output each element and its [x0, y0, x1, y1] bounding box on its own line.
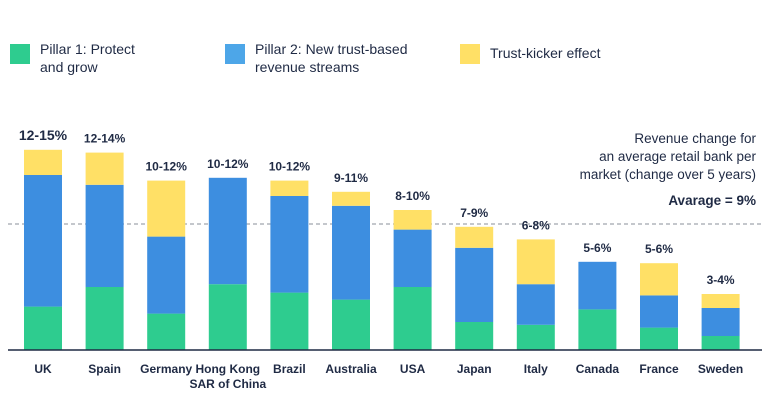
bar-total-label: 10-12% [269, 160, 311, 174]
legend-label-pillar2: Pillar 2: New trust-based revenue stream… [255, 41, 408, 75]
note-line-3: market (change over 5 years) [579, 167, 756, 182]
bar-segment-pillar1 [147, 313, 186, 350]
bar-segment-trust-kicker [147, 180, 186, 237]
bar-segment-pillar2 [332, 205, 370, 300]
category-label: Spain [88, 362, 121, 376]
bar-segment-pillar2 [147, 236, 186, 314]
bar-segment-trust-kicker [24, 149, 62, 175]
category-label: Brazil [273, 362, 306, 376]
bar-segment-pillar1 [332, 299, 370, 350]
bar-segment-trust-kicker [455, 226, 494, 248]
category-label: Sweden [698, 362, 743, 376]
category-label: Australia [325, 362, 377, 376]
bar-total-label: 6-8% [522, 218, 550, 232]
note-line-1: Revenue change for [634, 131, 756, 146]
bar-segment-trust-kicker [393, 210, 432, 230]
bar-total-label: 5-6% [583, 241, 611, 255]
bar-segment-pillar2 [208, 177, 247, 285]
category-label: Germany [140, 362, 192, 376]
bar-segment-trust-kicker [270, 180, 309, 196]
average-label: Avarage = 9% [668, 193, 756, 208]
category-label: UK [34, 362, 52, 376]
revenue-note: Revenue change for an average retail ban… [496, 130, 756, 184]
bar-segment-pillar1 [208, 284, 247, 350]
category-label: Japan [457, 362, 492, 376]
bar-segment-pillar1 [640, 327, 678, 350]
bar-segment-pillar2 [578, 261, 617, 310]
bar-segment-pillar1 [270, 292, 309, 350]
bar-total-label: 7-9% [460, 206, 488, 220]
bar-segment-pillar1 [578, 309, 617, 350]
legend-item-pillar1: Pillar 1: Protect and grow [10, 40, 135, 76]
bar-segment-trust-kicker [701, 294, 740, 308]
bar-segment-pillar1 [24, 306, 62, 350]
bar-segment-pillar2 [270, 196, 309, 293]
bar-segment-trust-kicker [516, 239, 555, 285]
bar-segment-pillar1 [701, 336, 740, 350]
bar-segment-pillar2 [85, 184, 124, 287]
bar-total-label: 10-12% [146, 160, 188, 174]
bar-segment-trust-kicker [332, 191, 370, 206]
bar-segment-pillar2 [24, 175, 62, 307]
bar-segment-trust-kicker [85, 152, 124, 185]
bar-total-label: 3-4% [707, 273, 735, 287]
note-line-2: an average retail bank per [599, 149, 756, 164]
legend-label-trust-kicker: Trust-kicker effect [490, 45, 601, 61]
bar-segment-pillar2 [393, 229, 432, 287]
category-label: France [639, 362, 679, 376]
legend-item-trust-kicker: Trust-kicker effect [460, 40, 600, 64]
bar-segment-pillar1 [516, 324, 555, 350]
legend-item-pillar2: Pillar 2: New trust-based revenue stream… [225, 40, 408, 76]
bar-total-label: 9-11% [334, 171, 368, 185]
bar-segment-trust-kicker [640, 263, 678, 296]
legend: Pillar 1: Protect and grow Pillar 2: New… [10, 40, 710, 90]
bar-total-label: 10-12% [207, 157, 249, 171]
bar-segment-pillar2 [455, 247, 494, 322]
bar-segment-pillar2 [701, 308, 740, 336]
category-label: Hong Kong [195, 362, 260, 376]
category-label: USA [400, 362, 426, 376]
bar-total-label: 12-15% [19, 127, 68, 143]
bar-segment-pillar2 [640, 295, 678, 328]
category-label: SAR of China [189, 377, 266, 391]
bar-segment-pillar1 [393, 287, 432, 350]
legend-label-pillar1: Pillar 1: Protect and grow [40, 41, 135, 75]
legend-swatch-pillar2 [225, 44, 245, 64]
bar-total-label: 5-6% [645, 242, 673, 256]
legend-swatch-pillar1 [10, 44, 30, 64]
category-label: Italy [524, 362, 548, 376]
bar-segment-pillar1 [455, 322, 494, 350]
bar-total-label: 12-14% [84, 132, 126, 146]
bar-segment-pillar2 [516, 284, 555, 325]
bar-segment-pillar1 [85, 287, 124, 350]
bar-total-label: 8-10% [395, 189, 430, 203]
category-label: Canada [576, 362, 620, 376]
legend-swatch-trust-kicker [460, 44, 480, 64]
